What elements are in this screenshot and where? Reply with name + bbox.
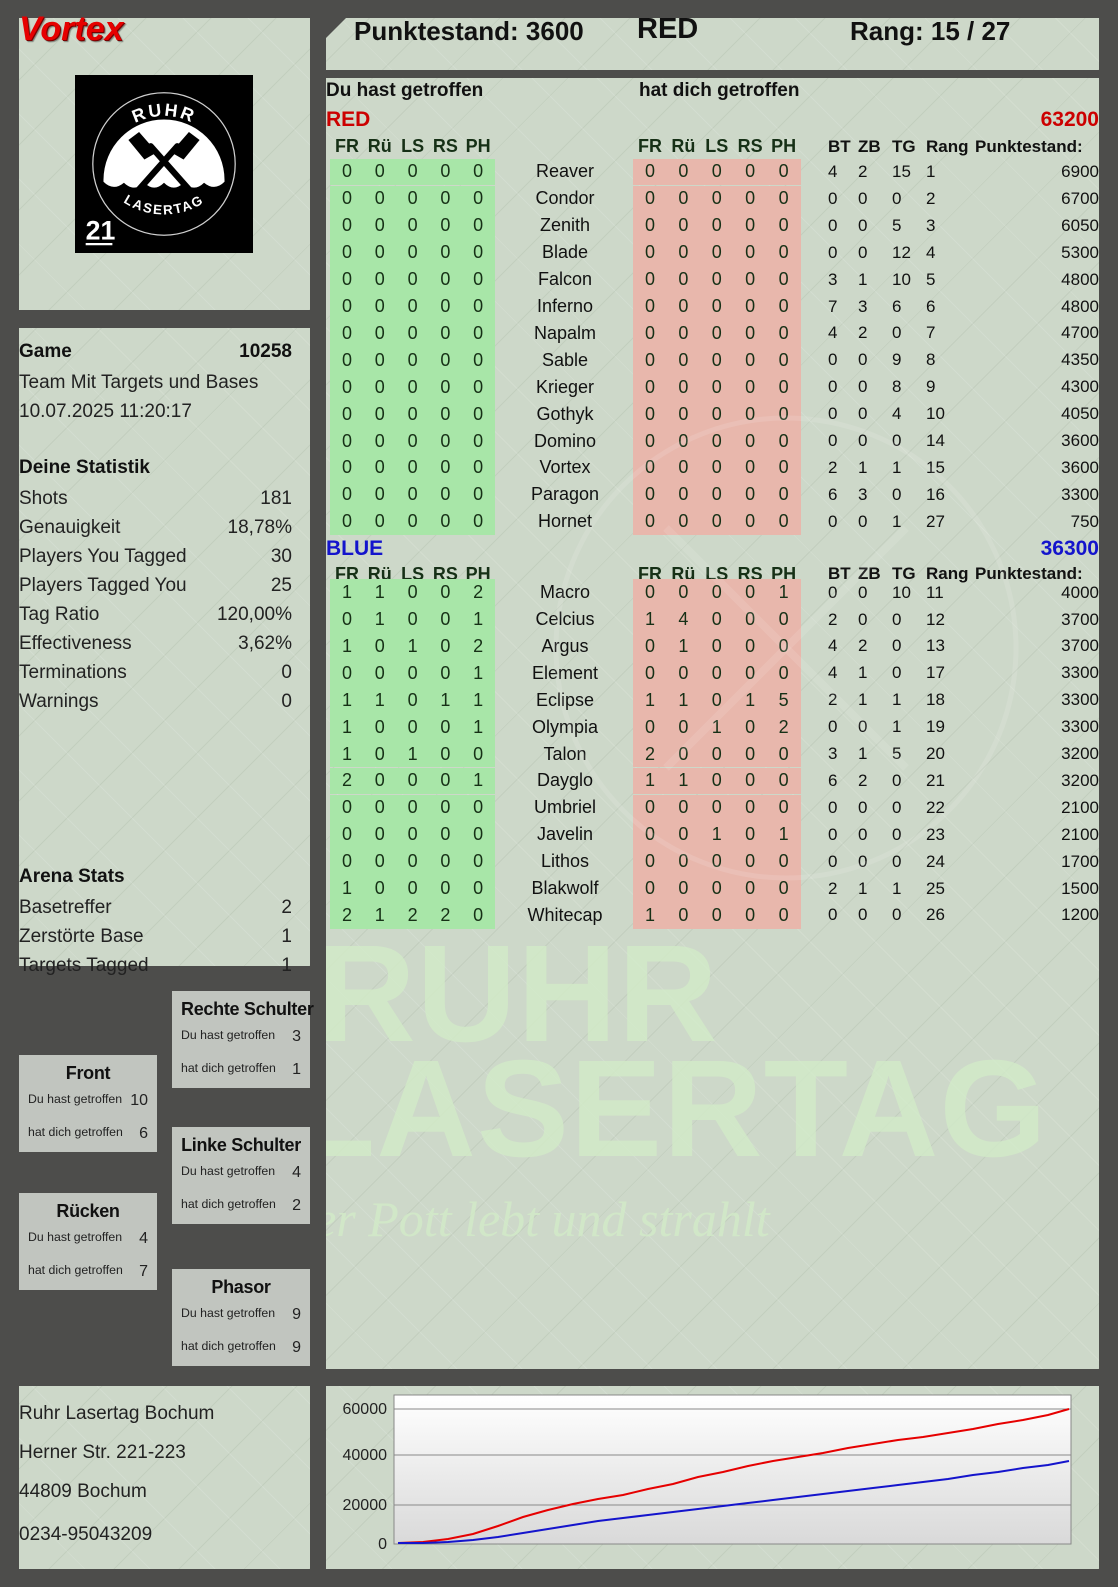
svg-text:0: 0 <box>378 1536 387 1553</box>
svg-text:60000: 60000 <box>343 1401 388 1418</box>
svg-text:40000: 40000 <box>343 1447 388 1464</box>
svg-text:20000: 20000 <box>343 1497 388 1514</box>
svg-text:21: 21 <box>86 216 116 246</box>
svg-text:LASERTAG: LASERTAG <box>122 192 207 218</box>
